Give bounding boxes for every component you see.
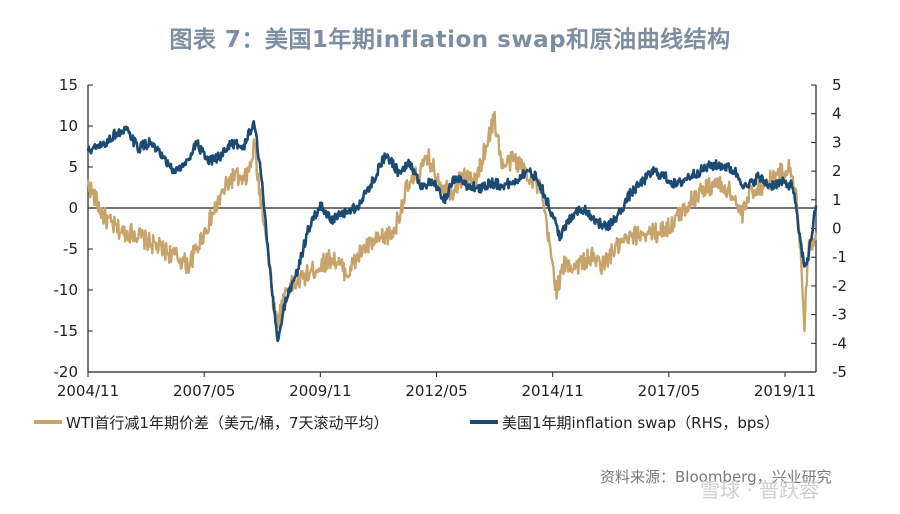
right-tick-label: -3	[832, 306, 847, 324]
series-lines	[86, 110, 818, 343]
x-tick-label: 2012/05	[405, 382, 467, 400]
right-tick-label: 4	[832, 105, 842, 123]
right-tick-label: -1	[832, 248, 847, 266]
chart-title: 图表 7：美国1年期inflation swap和原油曲线结构	[169, 27, 731, 53]
left-tick-label: 15	[59, 76, 78, 94]
x-tick-label: 2019/11	[754, 382, 816, 400]
x-tick-label: 2009/11	[289, 382, 351, 400]
x-tick-label: 2014/11	[522, 382, 584, 400]
right-tick-label: 0	[832, 220, 842, 238]
source-note: 资料来源：Bloomberg，兴业研究	[600, 468, 832, 486]
left-tick-label: -15	[54, 322, 79, 340]
right-tick-labels: 5 4 3 2 1 0 -1 -2 -3 -4 -5	[811, 76, 847, 381]
left-tick-label: 10	[59, 117, 78, 135]
legend-label-swap: 美国1年期inflation swap（RHS，bps）	[502, 414, 779, 432]
watermark: 雪球 · 普跃蓉	[700, 478, 820, 502]
x-tick-label: 2007/05	[173, 382, 235, 400]
right-tick-label: -2	[832, 277, 847, 295]
series-line-inflation-swap	[86, 120, 818, 343]
x-tick-label: 2017/05	[638, 382, 700, 400]
left-tick-label: 0	[68, 199, 78, 217]
legend-label-wti: WTI首行减1年期价差（美元/桶，7天滚动平均）	[66, 414, 389, 432]
right-tick-label: 2	[832, 162, 842, 180]
right-tick-label: 3	[832, 133, 842, 151]
right-tick-label: -5	[832, 363, 847, 381]
left-tick-labels: 15 10 5 0 -5 -10 -15 -20	[54, 76, 93, 381]
axes	[87, 85, 817, 373]
left-tick-label: 5	[68, 158, 78, 176]
right-tick-label: -4	[832, 334, 847, 352]
right-tick-label: 5	[832, 76, 842, 94]
right-tick-label: 1	[832, 191, 842, 209]
left-tick-label: -10	[54, 281, 79, 299]
x-tick-label: 2004/11	[57, 382, 119, 400]
x-tick-labels: 2004/11 2007/05 2009/11 2012/05 2014/11 2017/…	[57, 372, 816, 400]
series-line-wti-spread	[86, 110, 818, 333]
legend: WTI首行减1年期价差（美元/桶，7天滚动平均） 美国1年期inflation …	[34, 414, 779, 432]
left-tick-label: -20	[54, 363, 79, 381]
left-tick-label: -5	[63, 240, 78, 258]
